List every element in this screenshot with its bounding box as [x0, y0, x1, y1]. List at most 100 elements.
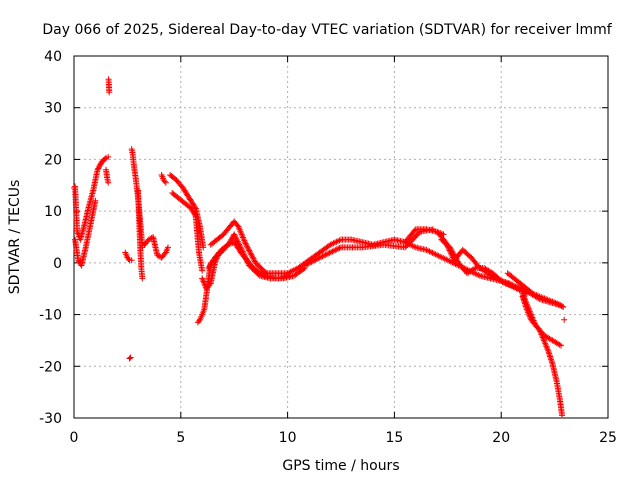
data-point	[161, 178, 168, 185]
data-point	[559, 412, 566, 419]
data-point	[92, 197, 99, 204]
y-tick-label: 40	[44, 49, 62, 65]
x-tick-label: 5	[176, 430, 185, 446]
data-point	[161, 250, 168, 257]
data-point	[303, 261, 310, 268]
data-point	[305, 260, 312, 267]
data-point	[231, 231, 238, 238]
data-point	[95, 164, 102, 171]
data-point	[188, 205, 195, 212]
data-point	[544, 346, 551, 353]
data-point	[244, 244, 251, 251]
data-point	[189, 206, 196, 213]
data-point	[286, 272, 293, 279]
data-point	[199, 267, 206, 274]
data-point	[558, 342, 565, 349]
data-point	[322, 251, 329, 258]
data-point	[313, 256, 320, 263]
data-point	[526, 313, 533, 320]
data-point	[126, 355, 133, 362]
data-point	[318, 253, 325, 260]
data-point	[139, 275, 146, 282]
data-point	[538, 331, 545, 338]
data-point	[199, 276, 206, 283]
data-point	[300, 265, 307, 272]
x-tick-label: 20	[492, 430, 510, 446]
axis-ticks: 0 5 10 15 20 25 -30 -20 -10 0 10 20 30 40	[39, 49, 617, 446]
data-point	[542, 340, 549, 347]
data-point	[537, 330, 544, 337]
data-point	[540, 337, 547, 344]
data-point	[190, 209, 197, 216]
data-point	[251, 257, 258, 264]
data-point	[336, 245, 343, 252]
data-point	[543, 343, 550, 350]
data-point	[524, 307, 531, 314]
data-point	[316, 254, 323, 261]
data-point	[248, 251, 255, 258]
data-point	[127, 354, 134, 361]
data-point	[540, 335, 547, 342]
data-point	[561, 316, 568, 323]
data-point	[105, 153, 112, 160]
data-point	[201, 281, 208, 288]
data-point	[301, 262, 308, 269]
data-point	[246, 247, 253, 254]
y-tick-label: 20	[44, 152, 62, 168]
y-tick-label: -20	[39, 359, 62, 375]
data-point	[246, 248, 253, 255]
chart-title: Day 066 of 2025, Sidereal Day-to-day VTE…	[42, 22, 612, 38]
data-point	[330, 247, 337, 254]
data-point	[233, 235, 240, 242]
data-point	[232, 234, 239, 241]
data-point	[525, 310, 532, 317]
data-point	[231, 232, 238, 239]
data-point	[328, 249, 335, 256]
data-point	[162, 179, 169, 186]
data-point	[195, 318, 202, 325]
data-point	[541, 338, 548, 345]
data-point	[94, 166, 101, 173]
data-point	[96, 162, 103, 169]
data-point	[329, 248, 336, 255]
x-axis-label: GPS time / hours	[282, 458, 399, 474]
data-point	[164, 244, 171, 251]
y-tick-label: 10	[44, 204, 62, 220]
data-point	[191, 210, 198, 217]
data-point	[245, 246, 252, 253]
data-point	[243, 241, 250, 248]
data-point	[471, 265, 478, 272]
data-point	[97, 161, 104, 168]
data-point	[199, 275, 206, 282]
data-point	[558, 302, 565, 309]
data-marks	[71, 76, 568, 419]
data-point	[526, 312, 533, 319]
data-point	[556, 341, 563, 348]
data-point	[335, 245, 342, 252]
data-point	[249, 254, 256, 261]
data-point	[241, 239, 248, 246]
data-point	[518, 287, 525, 294]
data-point	[105, 179, 112, 186]
data-point	[332, 247, 339, 254]
data-point	[106, 89, 113, 96]
data-point	[325, 250, 332, 257]
x-tick-label: 0	[70, 430, 79, 446]
data-point	[309, 258, 316, 265]
data-point	[206, 281, 213, 288]
data-point	[429, 226, 436, 233]
data-point	[244, 243, 251, 250]
data-point	[542, 341, 549, 348]
data-point	[95, 165, 102, 172]
y-axis-label: SDTVAR / TECUs	[7, 180, 23, 295]
data-point	[320, 252, 327, 259]
data-point	[242, 240, 249, 247]
data-point	[259, 271, 266, 278]
data-point	[536, 327, 543, 334]
data-point	[543, 344, 550, 351]
y-tick-label: 30	[44, 101, 62, 117]
grid	[74, 56, 608, 418]
data-point	[101, 155, 108, 162]
x-tick-label: 25	[599, 430, 617, 446]
